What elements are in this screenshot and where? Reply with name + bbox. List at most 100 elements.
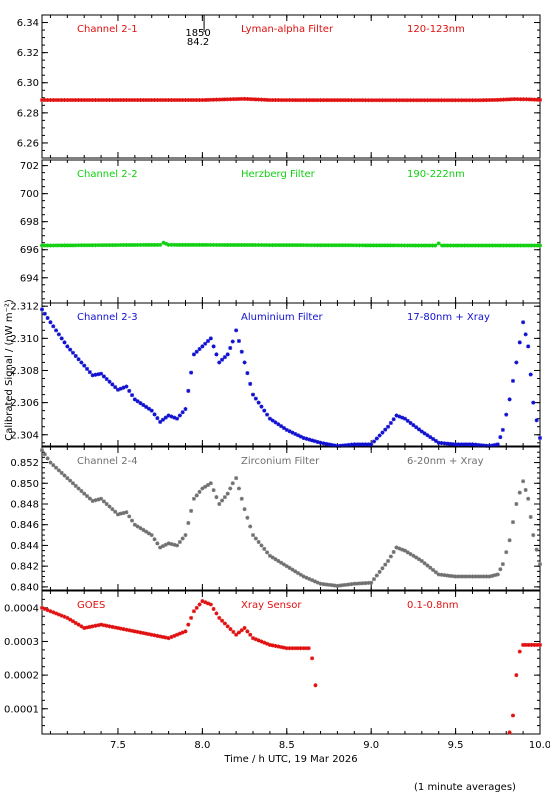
data-point [476, 98, 481, 103]
data-point [439, 441, 444, 446]
data-point [99, 243, 104, 248]
data-point [155, 416, 160, 421]
data-point [141, 527, 146, 532]
data-point [296, 433, 301, 438]
data-point [388, 98, 393, 103]
data-point [183, 629, 188, 634]
data-point [248, 632, 253, 637]
data-point [433, 98, 438, 103]
data-point [155, 541, 160, 546]
data-point [448, 243, 453, 248]
data-point [284, 427, 289, 432]
data-point [422, 98, 427, 103]
data-point [152, 537, 157, 542]
x-axis-label: Time / h UTC, 19 Mar 2026 [223, 754, 357, 765]
data-point [93, 243, 98, 248]
data-point [388, 554, 393, 559]
data-point [459, 98, 464, 103]
data-point [459, 243, 464, 248]
data-point [110, 382, 115, 387]
data-point [45, 315, 50, 320]
data-point [48, 243, 53, 248]
data-point [191, 609, 196, 614]
data-point [87, 496, 92, 501]
data-point [290, 567, 295, 572]
data-point [42, 606, 47, 611]
data-point [180, 98, 185, 103]
data-point [228, 97, 233, 102]
data-point [447, 441, 452, 446]
y-tick-label: 696 [20, 245, 39, 256]
data-point [211, 242, 216, 247]
data-point [521, 243, 526, 248]
data-point [59, 470, 64, 475]
data-point [343, 443, 348, 448]
data-point [442, 98, 447, 103]
data-point [329, 583, 334, 588]
data-point [318, 581, 323, 586]
data-point [287, 429, 292, 434]
panel-filter-label: Xray Sensor [241, 600, 302, 611]
data-point [135, 399, 140, 404]
data-point [357, 243, 362, 248]
data-point [338, 443, 343, 448]
y-tick-label: 0.846 [10, 520, 39, 531]
data-point [124, 98, 129, 103]
data-point [374, 98, 379, 103]
panel-filter-label: Lyman-alpha Filter [241, 24, 334, 35]
data-point [96, 497, 101, 502]
data-point [374, 243, 379, 248]
data-point [428, 98, 433, 103]
data-point [459, 442, 464, 447]
data-point [521, 479, 526, 484]
data-point [189, 98, 194, 103]
data-point [386, 558, 391, 563]
data-point [281, 562, 286, 567]
data-point [68, 347, 73, 352]
data-point [42, 243, 47, 248]
data-point [504, 550, 509, 555]
data-point [510, 243, 515, 248]
data-point [481, 98, 486, 103]
data-point [239, 496, 244, 501]
data-point [73, 354, 78, 359]
data-point [377, 98, 382, 103]
data-point [481, 443, 486, 448]
data-point [222, 355, 227, 360]
data-point [115, 98, 120, 103]
data-point [245, 243, 250, 248]
data-point [65, 615, 70, 620]
data-point [40, 605, 44, 610]
data-point [276, 644, 281, 649]
data-point [428, 435, 433, 440]
y-tick-label: 2.312 [10, 302, 39, 313]
data-point [498, 243, 503, 248]
data-point [298, 646, 303, 651]
data-point [493, 243, 498, 248]
data-point [127, 243, 132, 248]
data-point [211, 606, 216, 611]
data-point [189, 508, 194, 513]
data-series [40, 599, 542, 735]
data-point [256, 243, 261, 248]
data-point [228, 345, 233, 350]
data-point [180, 410, 185, 415]
y-tick-label: 2.306 [10, 398, 39, 409]
data-point [45, 608, 50, 613]
data-point [186, 520, 191, 525]
data-point [425, 433, 430, 438]
data-point [290, 243, 295, 248]
data-point [48, 320, 53, 325]
y-tick-label: 0.844 [10, 541, 39, 552]
data-point [65, 98, 70, 103]
data-point [124, 384, 129, 389]
data-point [365, 243, 370, 248]
data-point [526, 344, 531, 349]
data-point [372, 577, 376, 582]
data-point [487, 98, 492, 103]
data-point [222, 97, 227, 102]
data-point [197, 98, 202, 103]
data-point [430, 243, 435, 248]
data-point [346, 442, 351, 447]
